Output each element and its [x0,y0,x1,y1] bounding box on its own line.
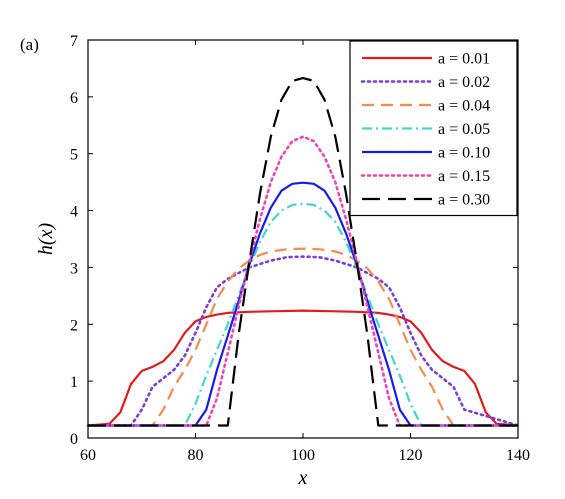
series-line-1 [87,309,519,427]
legend: a = 0.01 a = 0.02 a = 0.04 a = 0.05 a = 0.10… [349,40,518,217]
x-tick-label: 60 [80,447,96,464]
x-axis-label: x [298,467,308,489]
series-line-5 [88,181,518,427]
series-group [86,77,520,427]
y-tick-label: 5 [70,147,78,164]
y-tick-label: 1 [70,374,78,391]
panel-label: (a) [20,35,39,54]
series-line-3 [88,247,518,427]
legend-label-6: a = 0.15 [438,168,490,185]
x-tick-label: 120 [399,447,423,464]
legend-label-2: a = 0.02 [438,74,490,91]
y-tick-label: 0 [70,431,78,448]
y-tick-label: 7 [70,33,78,50]
axis-ticks: 60 80 100 120 140 0 1 2 3 4 5 6 7 [70,33,530,464]
legend-label-4: a = 0.05 [438,121,490,138]
x-tick-label: 140 [506,447,530,464]
series-line-2 [86,255,520,427]
y-tick-label: 4 [70,204,78,221]
y-axis-label: h(x) [35,223,57,256]
y-tick-label: 2 [70,317,78,334]
legend-label-3: a = 0.04 [438,98,490,115]
series-line-4 [88,202,518,427]
legend-box [349,40,518,217]
series-line-6 [86,135,520,427]
series-line-7 [88,77,518,427]
legend-label-7: a = 0.30 [438,192,490,209]
legend-label-5: a = 0.10 [438,145,490,162]
x-tick-label: 100 [291,447,315,464]
y-tick-label: 3 [70,260,78,277]
x-tick-label: 80 [188,447,204,464]
legend-label-1: a = 0.01 [438,51,490,68]
y-tick-label: 6 [70,90,78,107]
